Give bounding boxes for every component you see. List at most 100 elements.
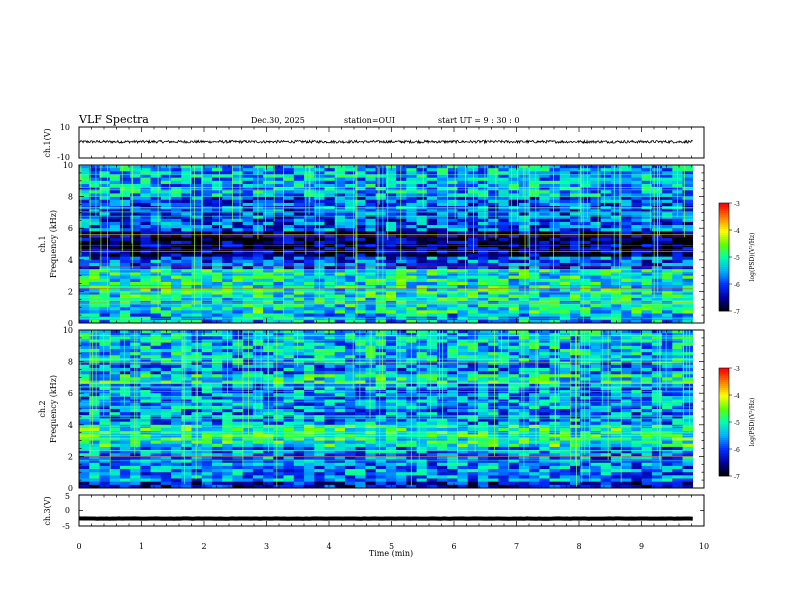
spectrogram-cell bbox=[160, 319, 172, 324]
spectrogram-cell bbox=[334, 218, 346, 223]
spectrogram-cell bbox=[529, 196, 540, 201]
spectrogram-cell bbox=[130, 269, 141, 273]
spectrogram-cell bbox=[283, 300, 295, 305]
spectrogram-cell bbox=[222, 199, 233, 204]
spectrogram-cell bbox=[344, 180, 356, 185]
spectrogram-cell bbox=[477, 183, 489, 188]
spectrogram-cell bbox=[682, 174, 694, 178]
spectrogram-cell bbox=[355, 231, 366, 235]
spectrogram-cell bbox=[447, 187, 458, 191]
spectrogram-cell bbox=[508, 168, 520, 172]
spectrogram-cell bbox=[518, 307, 530, 311]
spectrogram-cell bbox=[539, 409, 550, 413]
spectrogram-cell bbox=[89, 171, 100, 175]
spectrogram-cell bbox=[385, 386, 397, 391]
spectrogram-cell bbox=[549, 294, 561, 299]
spectrogram-cell bbox=[160, 174, 172, 178]
spectrogram-cell bbox=[426, 168, 438, 172]
spectrogram-cell bbox=[610, 253, 622, 257]
spectrogram-cell bbox=[631, 355, 642, 359]
spectrogram-cell bbox=[222, 250, 233, 254]
spectrogram-cell bbox=[191, 165, 203, 169]
spectrogram-cell bbox=[191, 409, 203, 413]
spectrogram-cell bbox=[549, 256, 561, 261]
spectrogram-cell bbox=[232, 218, 243, 223]
spectrogram-cell bbox=[89, 183, 100, 188]
spectrogram-cell bbox=[222, 215, 233, 220]
spectrogram-cell bbox=[406, 165, 417, 169]
spectrogram-cell bbox=[140, 291, 151, 295]
spectrogram-cell bbox=[631, 409, 642, 413]
spectrogram-cell bbox=[621, 193, 632, 197]
spectrogram-cell bbox=[477, 215, 489, 220]
spectrogram-cell bbox=[590, 212, 601, 216]
spectrogram-cell bbox=[211, 231, 223, 235]
spectrogram-cell bbox=[477, 336, 489, 340]
spectrogram-cell bbox=[406, 221, 417, 226]
spectrogram-cell bbox=[662, 358, 673, 362]
spectrogram-cell bbox=[488, 225, 499, 229]
spectrogram-cell bbox=[232, 393, 243, 397]
spectrogram-cell bbox=[590, 393, 601, 397]
spectrogram-cell bbox=[559, 247, 571, 251]
spectrogram-cell bbox=[99, 377, 110, 381]
spectrogram-cell bbox=[600, 168, 612, 172]
spectrogram-cell bbox=[447, 228, 458, 232]
spectrogram-cell bbox=[437, 228, 448, 232]
spectrogram-cell bbox=[150, 342, 162, 347]
spectrogram-cell bbox=[672, 228, 683, 232]
spectrogram-cell bbox=[211, 269, 223, 273]
spectrogram-cell bbox=[529, 310, 540, 314]
spectrogram-cell bbox=[365, 180, 376, 185]
spectrogram-cell bbox=[416, 361, 428, 366]
spectrogram-cell bbox=[559, 183, 571, 188]
spectrogram-cell bbox=[242, 187, 254, 191]
spectrogram-cell bbox=[621, 333, 632, 337]
spectrogram-cell bbox=[263, 215, 274, 220]
spectrogram-cell bbox=[355, 221, 366, 226]
spectrogram-cell bbox=[109, 319, 121, 324]
spectrogram-cell bbox=[437, 168, 448, 172]
spectrogram-cell bbox=[242, 348, 254, 353]
spectrogram-cell bbox=[140, 275, 151, 280]
spectrogram-cell bbox=[570, 259, 581, 264]
spectrogram-cell bbox=[641, 294, 653, 299]
spectrogram-cell bbox=[621, 310, 632, 314]
spectrogram-cell bbox=[662, 215, 673, 220]
spectrogram-cell bbox=[447, 180, 458, 185]
spectrogram-cell bbox=[334, 281, 346, 286]
spectrogram-cell bbox=[252, 405, 264, 410]
spectrogram-cell bbox=[662, 247, 673, 251]
spectrogram-cell bbox=[488, 247, 499, 251]
spectrogram-cell bbox=[130, 187, 141, 191]
spectrogram-cell bbox=[477, 364, 489, 369]
spectrogram-cell bbox=[222, 266, 233, 270]
spectrogram-cell bbox=[283, 165, 295, 169]
spectrogram-cell bbox=[324, 183, 336, 188]
spectrogram-cell bbox=[621, 297, 632, 302]
spectrogram-cell bbox=[263, 231, 274, 235]
spectrogram-cell bbox=[273, 352, 284, 356]
spectrogram-cell bbox=[467, 310, 479, 314]
spectrogram-cell bbox=[211, 199, 223, 204]
spectrogram-cell bbox=[682, 393, 694, 397]
spectrogram-cell bbox=[518, 266, 530, 270]
spectrogram-cell bbox=[467, 165, 479, 169]
spectrogram-cell bbox=[99, 345, 110, 350]
spectrogram-cell bbox=[252, 266, 264, 270]
spectrogram-cell bbox=[171, 269, 182, 273]
spectrogram-cell bbox=[682, 278, 694, 283]
spectrogram-cell bbox=[600, 291, 612, 295]
spectrogram-cell bbox=[201, 221, 213, 226]
spectrogram-cell bbox=[406, 196, 417, 201]
spectrogram-cell bbox=[283, 250, 295, 254]
spectrogram-cell bbox=[406, 313, 417, 317]
spectrogram-cell bbox=[181, 174, 192, 178]
spectrogram-cell bbox=[191, 367, 203, 372]
spectrogram-cell bbox=[488, 209, 499, 213]
spectrogram-cell bbox=[273, 174, 284, 178]
spectrogram-cell bbox=[160, 409, 172, 413]
spectrogram-cell bbox=[191, 330, 203, 334]
spectrogram-cell bbox=[181, 291, 192, 295]
spectrogram-cell bbox=[242, 352, 254, 356]
